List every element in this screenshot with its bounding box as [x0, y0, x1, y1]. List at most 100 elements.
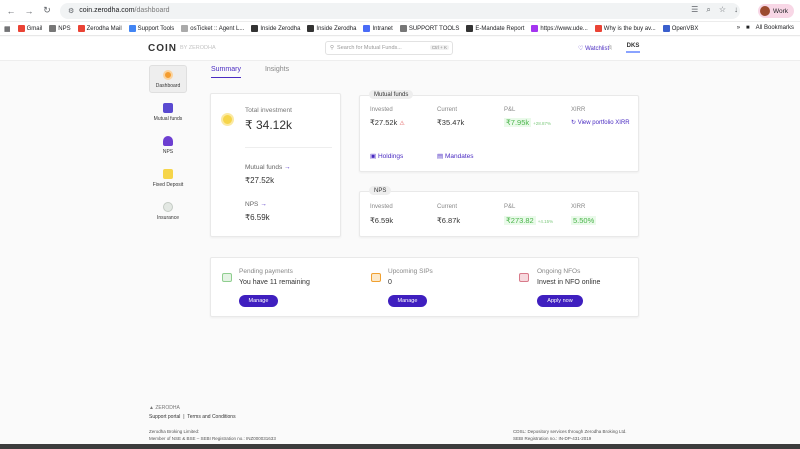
fixed-deposit-icon [163, 168, 173, 179]
bookmark-item[interactable]: OpenVBX [662, 25, 698, 32]
pending-manage-button[interactable]: Manage [239, 295, 278, 307]
folder-icon: ■ [746, 25, 750, 31]
download-icon[interactable]: ↓ [734, 5, 738, 14]
chevron-right-icon: » [736, 25, 741, 31]
mandate-icon: ▤ [437, 153, 444, 160]
total-investment-value: ₹ 34.12k [245, 118, 292, 132]
bookmark-item[interactable]: Why is the buy av... [594, 25, 656, 32]
zoom-icon[interactable]: ⌕ [706, 5, 711, 14]
sidebar-item-nps[interactable]: NPS [149, 131, 187, 159]
pending-payments-text: You have 11 remaining [239, 279, 310, 286]
all-bookmarks[interactable]: » ■ All Bookmarks [732, 25, 794, 31]
mutual-funds-link[interactable]: Mutual funds → [245, 164, 291, 171]
ongoing-nfos-text: Invest in NFO online [537, 279, 601, 286]
search-shortcut: Ctrl + K [429, 45, 449, 50]
bookmark-item[interactable]: Inside Zerodha [251, 25, 300, 32]
terms-link[interactable]: Terms and Conditions [187, 414, 236, 420]
mf-current-label: Current [437, 107, 458, 113]
watchlist-link[interactable]: ♡ Watchlist [578, 46, 610, 52]
bell-icon[interactable]: ♮ [609, 43, 612, 52]
nps-current-label: Current [437, 204, 458, 210]
site-info-icon[interactable]: ⚙ [68, 7, 75, 15]
tab-insights[interactable]: Insights [264, 66, 290, 73]
bookmark-item[interactable]: Intranet [363, 25, 393, 32]
warning-icon[interactable]: ⚠ [399, 121, 405, 127]
nps-xirr-value: 5.50% [571, 216, 597, 225]
footer-left-info: Zerodha Broking Limited: Member of NSE &… [149, 429, 276, 441]
bookmark-item[interactable]: Support Tools [128, 25, 174, 32]
tab-bar: Summary Insights [211, 66, 289, 78]
mutual-funds-card [359, 95, 639, 172]
nps-current-value: ₹6.87k [437, 216, 461, 225]
profile-label: Work [772, 7, 788, 15]
sidebar-item-insurance[interactable]: Insurance [149, 197, 187, 225]
address-bar[interactable]: ⚙ coin.zerodha.com/dashboard [60, 2, 740, 19]
refresh-icon: ↻ [571, 120, 577, 126]
footer-right-info: CDSL: Depository services through Zerodh… [513, 429, 627, 441]
coin-logo[interactable]: COIN [148, 43, 177, 54]
nps-pl-label: P&L [504, 204, 516, 210]
zerodha-logo: ▲ ZERODHA [149, 405, 180, 411]
mandates-link[interactable]: ▤ Mandates [437, 153, 474, 160]
sidebar-item-dashboard[interactable]: Dashboard [149, 65, 187, 93]
mf-xirr-label: XIRR [571, 107, 586, 113]
reload-icon[interactable]: ↻ [43, 5, 51, 15]
browser-toolbar: ← → ↻ ⚙ coin.zerodha.com/dashboard ☰ ⌕ ☆… [0, 0, 800, 22]
profile-button[interactable]: Work [757, 4, 794, 18]
mf-current-value: ₹35.47k [437, 118, 465, 127]
apply-now-button[interactable]: Apply now [537, 295, 583, 307]
nps-link[interactable]: NPS → [245, 201, 267, 208]
user-menu[interactable]: DKS [626, 43, 640, 53]
bookmark-item[interactable]: Zerodha Mail [77, 25, 122, 32]
bookmark-item[interactable]: E-Mandate Report [466, 25, 524, 32]
mf-invested-label: Invested [370, 107, 393, 113]
divider [245, 147, 332, 148]
forward-icon[interactable]: → [24, 5, 34, 16]
nps-icon [163, 135, 173, 146]
upcoming-sips-title: Upcoming SIPs [388, 268, 433, 275]
view-xirr-link[interactable]: ↻ View portfolio XIRR [571, 120, 630, 126]
tab-summary[interactable]: Summary [211, 66, 241, 78]
apps-icon[interactable]: ▦ [4, 25, 11, 33]
arrow-right-icon: → [260, 201, 267, 208]
dashboard-icon [163, 69, 173, 80]
holdings-link[interactable]: ▣ Holdings [370, 153, 404, 160]
bookmark-item[interactable]: NPS [49, 25, 71, 32]
sidebar-item-mutual-funds[interactable]: Mutual funds [149, 98, 187, 126]
bookmark-item[interactable]: Inside Zerodha [307, 25, 356, 32]
app-header: COIN BY ZERODHA ⚲ Search for Mutual Fund… [0, 37, 800, 61]
translate-icon[interactable]: ☰ [691, 5, 699, 14]
search-icon: ⚲ [330, 45, 335, 51]
heart-icon: ♡ [578, 46, 584, 52]
bookmark-item[interactable]: SUPPORT TOOLS [399, 25, 459, 32]
bottom-strip [0, 444, 800, 449]
footer: ▲ ZERODHA Support portal | Terms and Con… [0, 400, 800, 444]
payment-icon [222, 273, 232, 282]
mf-invested-value: ₹27.52k ⚠ [370, 118, 405, 127]
logo-subtitle: BY ZERODHA [180, 45, 216, 51]
back-icon[interactable]: ← [6, 5, 16, 16]
search-input[interactable]: ⚲ Search for Mutual Funds... Ctrl + K [325, 41, 453, 55]
mutual-funds-pill: Mutual funds [369, 90, 414, 99]
url-path: /dashboard [134, 7, 170, 14]
bookmarks-bar: ▦ Gmail NPS Zerodha Mail Support Tools o… [0, 22, 800, 36]
footer-links: Support portal | Terms and Conditions [149, 414, 236, 420]
nps-card [359, 191, 639, 237]
ongoing-nfos-title: Ongoing NFOs [537, 268, 581, 275]
bookmark-item[interactable]: Gmail [17, 25, 42, 32]
url-host: coin.zerodha.com [79, 7, 135, 14]
nps-invested-label: Invested [370, 204, 393, 210]
bookmark-item[interactable]: osTicket :: Agent L... [181, 25, 244, 32]
bookmark-star-icon[interactable]: ☆ [718, 5, 726, 14]
footer-separator: | [183, 414, 185, 420]
sips-manage-button[interactable]: Manage [388, 295, 427, 307]
insurance-icon [163, 201, 173, 212]
nps-pill: NPS [369, 186, 392, 195]
support-portal-link[interactable]: Support portal [149, 414, 181, 420]
zerodha-mark-icon: ▲ [149, 405, 154, 411]
bookmark-item[interactable]: https://www.ude... [531, 25, 588, 32]
sidebar-item-fixed-deposit[interactable]: Fixed Deposit [149, 164, 187, 192]
mutual-funds-value: ₹27.52k [245, 176, 275, 185]
mf-pl-label: P&L [504, 107, 516, 113]
mutual-funds-icon [163, 102, 173, 113]
